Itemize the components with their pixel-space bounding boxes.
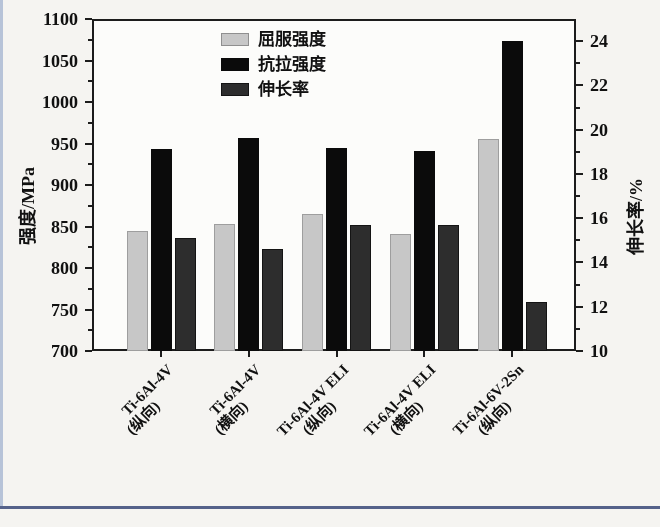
elongation-bar	[174, 238, 196, 351]
y-axis-right-tick-label: 18	[590, 163, 608, 184]
x-axis-tick	[423, 351, 426, 357]
y-axis-right-major-tick	[576, 261, 583, 264]
y-axis-left-minor-tick	[88, 121, 92, 124]
yield-strength-bar	[389, 233, 411, 351]
y-axis-right-minor-tick	[576, 283, 580, 286]
y-axis-left-major-tick	[85, 350, 92, 352]
elongation-bar	[437, 224, 459, 351]
y-axis-right-tick-label: 24	[590, 31, 608, 52]
x-axis-category-label: Ti-6Al-4V (纵向)	[24, 362, 189, 527]
x-axis-category-label: Ti-6Al-6V-2Sn (纵向)	[375, 362, 540, 527]
x-axis-category-label: Ti-6Al-4V ELI (横向)	[287, 362, 452, 527]
y-axis-right-minor-tick	[576, 62, 580, 65]
y-axis-right-major-tick	[576, 350, 583, 352]
chart-legend: 屈服强度抗拉强度伸长率	[221, 30, 326, 105]
legend-label: 屈服强度	[258, 30, 326, 49]
tensile-strength-bar	[238, 137, 260, 351]
x-axis-tick	[335, 351, 338, 357]
tensile-strength-bar	[326, 147, 347, 351]
y-axis-left-major-tick	[85, 267, 92, 269]
y-axis-left-tick-label: 750	[51, 299, 78, 320]
page-bottom-border	[0, 506, 660, 509]
y-axis-left-tick-label: 850	[51, 216, 78, 237]
left-axis-title: 强度/MPa	[18, 167, 38, 245]
yield-strength-bar	[126, 230, 148, 351]
tensile-strength-bar	[150, 149, 172, 351]
y-axis-left-major-tick	[85, 225, 92, 228]
legend-swatch-icon	[221, 33, 249, 46]
y-axis-left-major-tick	[85, 142, 92, 145]
legend-swatch-icon	[221, 83, 249, 96]
x-axis-tick	[247, 351, 250, 357]
y-axis-right-major-tick	[576, 172, 583, 175]
screenshot-root: 700 750 800 850 900 950 1000 1050 1100 10 12 14 16 18…	[0, 0, 660, 509]
y-axis-left-tick-label: 800	[51, 258, 78, 278]
yield-strength-bar	[477, 138, 499, 351]
y-axis-left-tick-label: 1100	[42, 9, 78, 29]
right-axis-title: 伸长率/%	[626, 177, 646, 255]
y-axis-right-tick-label: 12	[590, 296, 608, 317]
y-axis-right-tick-label: 10	[590, 341, 608, 361]
y-axis-right-minor-tick	[576, 327, 580, 330]
legend-swatch-icon	[221, 58, 249, 71]
x-axis-tick	[160, 351, 162, 357]
y-axis-right-minor-tick	[576, 106, 580, 109]
y-axis-left-tick-label: 700	[51, 341, 78, 361]
legend-item: 屈服强度	[221, 30, 326, 49]
y-axis-left-minor-tick	[88, 204, 92, 207]
legend-label: 伸长率	[258, 80, 309, 99]
x-axis-tick	[511, 351, 513, 357]
y-axis-right-minor-tick	[576, 195, 580, 198]
y-axis-left-minor-tick	[88, 329, 92, 332]
y-axis-left-minor-tick	[88, 163, 92, 166]
y-axis-right-major-tick	[576, 128, 583, 131]
y-axis-left-minor-tick	[88, 287, 92, 290]
y-axis-left-tick-label: 950	[51, 133, 78, 154]
legend-item: 伸长率	[221, 80, 326, 99]
yield-strength-bar	[302, 214, 323, 351]
y-axis-left-major-tick	[85, 101, 92, 103]
y-axis-left-minor-tick	[88, 38, 92, 41]
y-axis-right-major-tick	[576, 40, 583, 43]
elongation-bar	[525, 302, 547, 351]
y-axis-right-tick-label: 22	[590, 75, 608, 96]
page-left-border	[0, 0, 3, 506]
elongation-bar	[350, 224, 371, 351]
legend-label: 抗拉强度	[258, 55, 326, 74]
y-axis-right-major-tick	[576, 84, 583, 87]
y-axis-left-major-tick	[85, 18, 92, 20]
y-axis-left-tick-label: 900	[51, 175, 78, 195]
strength-elongation-bar-chart: 700 750 800 850 900 950 1000 1050 1100 10 12 14 16 18…	[18, 9, 646, 440]
tensile-strength-bar	[413, 150, 435, 351]
y-axis-left-minor-tick	[88, 80, 92, 83]
tensile-strength-bar	[501, 41, 523, 351]
y-axis-left-minor-tick	[88, 246, 92, 249]
y-axis-left-tick-label: 1000	[42, 92, 78, 112]
x-axis-category-label: Ti-6Al-4V (横向)	[111, 362, 276, 527]
y-axis-right-major-tick	[576, 305, 583, 308]
x-axis-category-label: Ti-6Al-4V ELI (纵向)	[199, 362, 364, 527]
y-axis-right-tick-label: 20	[590, 119, 608, 140]
y-axis-right-major-tick	[576, 217, 583, 220]
y-axis-left-tick-label: 1050	[42, 50, 78, 71]
y-axis-left-major-tick	[85, 184, 92, 186]
y-axis-right-tick-label: 16	[590, 208, 608, 229]
y-axis-left-major-tick	[85, 59, 92, 62]
legend-item: 抗拉强度	[221, 55, 326, 74]
yield-strength-bar	[214, 224, 236, 351]
elongation-bar	[262, 249, 284, 351]
y-axis-left-major-tick	[85, 308, 92, 311]
y-axis-right-tick-label: 14	[590, 252, 608, 273]
y-axis-right-minor-tick	[576, 150, 580, 153]
y-axis-right-minor-tick	[576, 239, 580, 242]
